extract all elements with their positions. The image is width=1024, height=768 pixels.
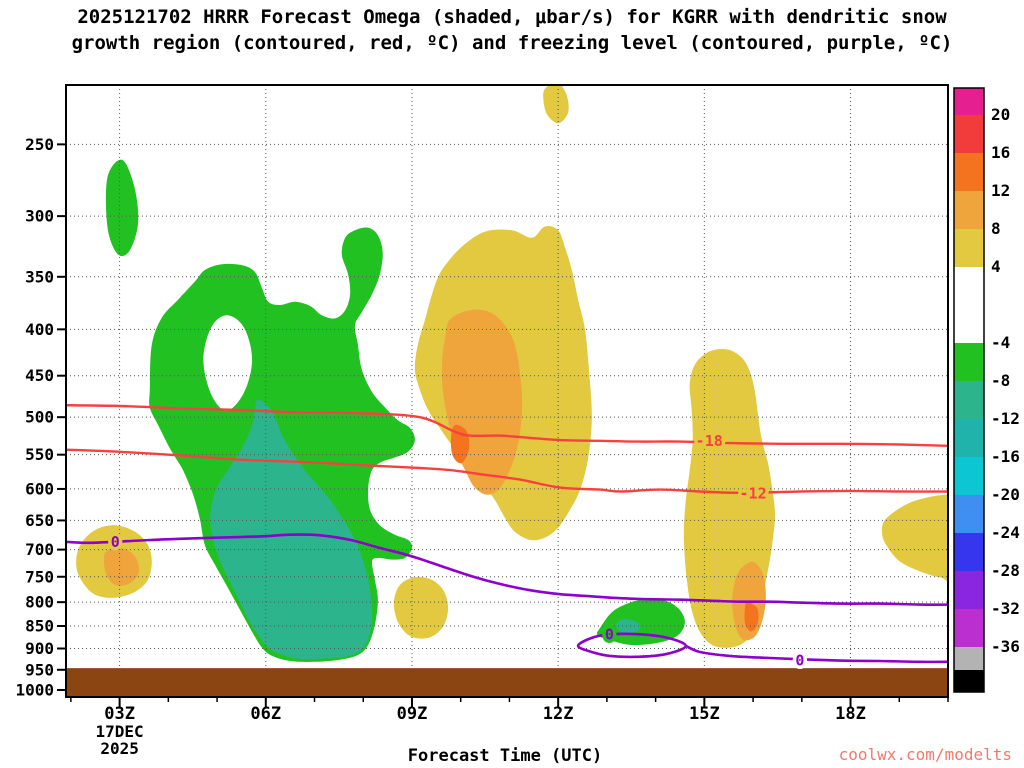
watermark-text: coolwx.com/modelts	[838, 745, 1012, 764]
colorbar-segment	[954, 647, 984, 670]
colorbar-segment	[954, 457, 984, 495]
y-axis-tick-label: 450	[25, 366, 54, 385]
colorbar-tick-label: -20	[991, 485, 1020, 504]
y-axis-tick-label: 750	[25, 567, 54, 586]
contours-dendritic-growth-region	[66, 404, 948, 495]
colorbar-tick-label: -28	[991, 561, 1020, 580]
colorbar-tick-label: 16	[991, 143, 1010, 162]
colorbar-segment	[954, 88, 984, 115]
chart-title-line2: growth region (contoured, red, ºC) and f…	[71, 32, 953, 54]
y-axis-tick-label: 650	[25, 511, 54, 530]
shaded-region-white-hole	[203, 315, 253, 411]
contours-freezing-level	[66, 533, 948, 664]
colorbar-segment	[954, 381, 984, 419]
contour-label-freezing-level: 0	[795, 652, 804, 670]
colorbar-border	[953, 87, 985, 693]
chart-title: 2025121702 HRRR Forecast Omega (shaded, …	[0, 4, 1024, 56]
colorbar-segment	[954, 670, 984, 692]
terrain-surface	[66, 668, 948, 697]
chart-title-line1: 2025121702 HRRR Forecast Omega (shaded, …	[77, 6, 947, 28]
y-axis-tick-label: 950	[25, 660, 54, 679]
shaded-region-yellow-lower-mid	[393, 576, 449, 639]
shaded-region-deep-orange-right	[744, 602, 759, 632]
colorbar-segment	[954, 343, 984, 381]
colorbar-segment	[954, 571, 984, 609]
y-axis-tick-label: 550	[25, 445, 54, 464]
shaded-region-teal-lower-spot	[616, 618, 641, 634]
contour-line-freezing-level	[684, 644, 948, 664]
gridlines	[66, 85, 948, 697]
contour-label-dendritic-growth-region: -12	[740, 484, 767, 502]
y-axis-tick-label: 700	[25, 540, 54, 559]
shaded-region-teal-main	[210, 399, 373, 660]
contour-line-dendritic-growth-region	[66, 404, 948, 448]
y-axis-tick-label: 300	[25, 207, 54, 226]
colorbar: 20 16 12 8 4 -4 -8 -12 -16 -20 -24 -28 -32 -36	[953, 87, 1020, 693]
colorbar-segment	[954, 191, 984, 229]
colorbar-tick-label: 12	[991, 181, 1010, 200]
y-axis-tick-label: 1000	[15, 680, 54, 699]
y-axis-tick-label: 600	[25, 479, 54, 498]
shaded-region-yellow-far-right	[881, 493, 948, 582]
colorbar-tick-label: -12	[991, 409, 1020, 428]
contour-line-dendritic-growth-region	[66, 448, 948, 495]
colorbar-tick-label: -32	[991, 599, 1020, 618]
y-axis-tick-label: 500	[25, 408, 54, 427]
x-axis-tick-label: 15Z	[689, 704, 720, 724]
colorbar-segment	[954, 267, 984, 305]
colorbar-segment	[954, 609, 984, 647]
contour-label-dendritic-growth-region: -18	[696, 432, 723, 450]
colorbar-tick-label: -24	[991, 523, 1020, 542]
x-axis-tick-label: 06Z	[250, 704, 281, 724]
y-axis-tick-label: 800	[25, 593, 54, 612]
x-axis-tick-label: 03Z	[104, 704, 135, 724]
colorbar-tick-label: 20	[991, 105, 1010, 124]
colorbar-tick-label: -4	[991, 333, 1010, 352]
y-axis-tick-label: 900	[25, 639, 54, 658]
x-axis-date-sublabel: 17DEC	[96, 722, 144, 741]
shaded-region-green-upper-left	[105, 159, 139, 257]
colorbar-segment	[954, 495, 984, 533]
colorbar-tick-label: -8	[991, 371, 1010, 390]
contour-label-freezing-level: 0	[111, 533, 120, 551]
colorbar-segment	[954, 419, 984, 457]
plot-border	[65, 84, 949, 698]
y-axis: 250 300 350 400 450 500 550 600 650 700 750 800 850 9…	[15, 135, 66, 699]
colorbar-tick-label: 8	[991, 219, 1001, 238]
contour-line-freezing-level	[66, 533, 948, 606]
colorbar-segment	[954, 153, 984, 191]
y-axis-tick-label: 250	[25, 135, 54, 154]
colorbar-segment	[954, 305, 984, 343]
x-axis-tick-label: 18Z	[835, 704, 866, 724]
y-axis-tick-label: 350	[25, 267, 54, 286]
contour-label-freezing-level: 0	[605, 625, 614, 643]
x-axis-title: Forecast Time (UTC)	[408, 746, 602, 766]
x-axis-tick-label: 09Z	[397, 704, 428, 724]
x-axis-date-sublabel: 2025	[100, 739, 139, 758]
shaded-region-yellow-top-blob	[543, 85, 569, 124]
colorbar-tick-label: 4	[991, 257, 1001, 276]
colorbar-segment	[954, 115, 984, 153]
colorbar-segment	[954, 533, 984, 571]
y-axis-tick-label: 850	[25, 617, 54, 636]
x-axis-tick-label: 12Z	[543, 704, 574, 724]
colorbar-tick-label: -36	[991, 637, 1020, 656]
y-axis-tick-label: 400	[25, 320, 54, 339]
colorbar-tick-label: -16	[991, 447, 1020, 466]
colorbar-segment	[954, 229, 984, 267]
